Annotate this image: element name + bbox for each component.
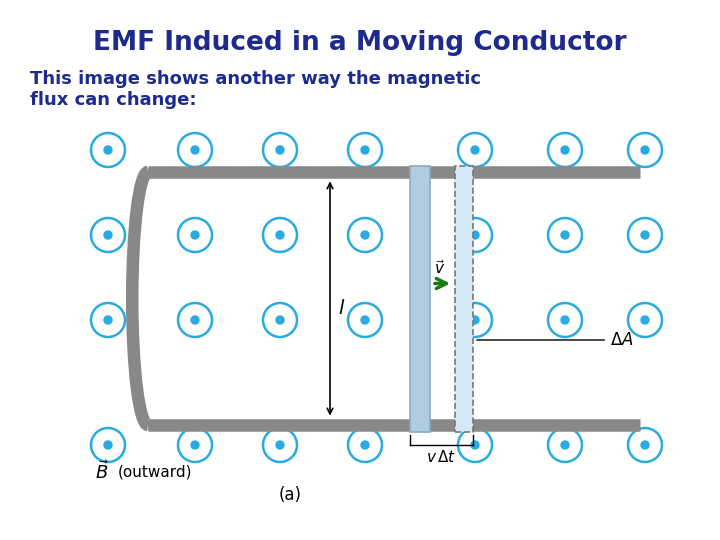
- Bar: [430, 167, 640, 177]
- Text: $l$: $l$: [338, 299, 346, 318]
- Text: $\vec{v}$: $\vec{v}$: [434, 260, 445, 278]
- Circle shape: [641, 146, 649, 154]
- Circle shape: [641, 231, 649, 239]
- Circle shape: [104, 231, 112, 239]
- Circle shape: [561, 441, 569, 449]
- Circle shape: [276, 316, 284, 324]
- Bar: [148, 167, 410, 177]
- Circle shape: [191, 231, 199, 239]
- Bar: [410, 165, 430, 431]
- Text: (outward): (outward): [118, 464, 192, 480]
- Text: $\Delta A$: $\Delta A$: [477, 331, 634, 349]
- Circle shape: [276, 146, 284, 154]
- Circle shape: [361, 231, 369, 239]
- Circle shape: [276, 231, 284, 239]
- Circle shape: [276, 441, 284, 449]
- Text: $v\,\Delta t$: $v\,\Delta t$: [426, 449, 456, 464]
- Circle shape: [561, 146, 569, 154]
- Circle shape: [471, 316, 479, 324]
- Circle shape: [471, 231, 479, 239]
- Circle shape: [471, 146, 479, 154]
- Circle shape: [104, 316, 112, 324]
- Circle shape: [191, 441, 199, 449]
- Text: EMF Induced in a Moving Conductor: EMF Induced in a Moving Conductor: [94, 30, 626, 56]
- Text: (a): (a): [279, 486, 302, 504]
- Circle shape: [191, 316, 199, 324]
- Circle shape: [361, 316, 369, 324]
- Circle shape: [561, 316, 569, 324]
- Text: This image shows another way the magnetic
flux can change:: This image shows another way the magneti…: [30, 70, 481, 109]
- Bar: [148, 421, 410, 429]
- Circle shape: [104, 146, 112, 154]
- Bar: [430, 421, 640, 429]
- Bar: [455, 165, 473, 431]
- Text: $\vec{B}$: $\vec{B}$: [95, 461, 109, 483]
- Circle shape: [104, 441, 112, 449]
- Circle shape: [471, 441, 479, 449]
- Circle shape: [641, 441, 649, 449]
- Circle shape: [361, 146, 369, 154]
- Circle shape: [561, 231, 569, 239]
- Circle shape: [641, 316, 649, 324]
- Circle shape: [191, 146, 199, 154]
- Circle shape: [361, 441, 369, 449]
